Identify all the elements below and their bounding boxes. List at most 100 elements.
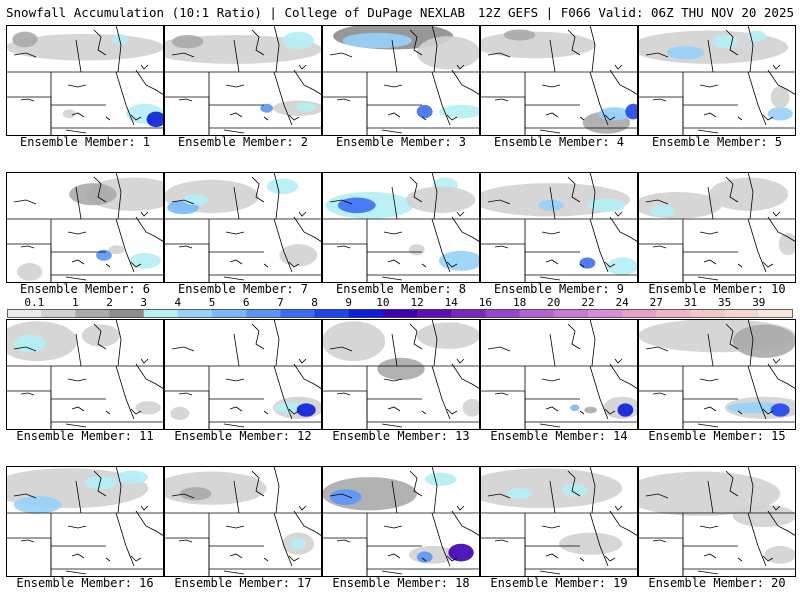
map-boundary — [288, 261, 300, 268]
panel-border — [164, 466, 322, 577]
map-boundary — [767, 69, 796, 96]
ensemble-panel-13 — [322, 319, 480, 430]
colorbar-segment — [7, 309, 42, 318]
map-boundary — [421, 116, 427, 121]
snowfall-area — [17, 263, 43, 281]
snowfall-area — [81, 324, 120, 347]
map-boundary — [391, 480, 398, 514]
snowfall-area — [506, 488, 533, 500]
map-boundary — [446, 114, 458, 121]
map-boundary — [762, 114, 774, 121]
map-boundary — [381, 570, 403, 575]
colorbar-tick: 2 — [106, 296, 113, 309]
map-boundary — [223, 276, 245, 281]
panel-border — [480, 319, 638, 430]
map-boundary — [130, 555, 142, 562]
map-boundary — [541, 231, 561, 235]
map-boundary — [431, 466, 438, 514]
colorbar-tick: 9 — [345, 296, 353, 309]
map-boundary — [703, 259, 717, 265]
map-boundary — [233, 186, 240, 220]
colorbar-segment — [519, 309, 555, 318]
snowfall-map-6 — [6, 172, 164, 283]
snowfall-area — [416, 551, 433, 563]
map-boundary — [767, 510, 796, 537]
snowfall-area — [579, 257, 596, 269]
map-boundary — [115, 172, 122, 220]
map-boundary — [391, 186, 398, 220]
map-boundary — [589, 25, 596, 73]
map-boundary — [772, 211, 781, 217]
map-boundary — [293, 216, 322, 243]
colorbar-segment — [553, 309, 589, 318]
map-boundary — [273, 71, 293, 126]
map-boundary — [229, 553, 243, 559]
map-boundary — [539, 423, 561, 428]
member-label: Ensemble Member: 12 — [174, 429, 312, 443]
member-label: Ensemble Member: 6 — [19, 282, 151, 296]
snowfall-map-15 — [638, 319, 796, 430]
snowfall-area — [448, 543, 474, 562]
snowfall-area — [764, 545, 796, 564]
ensemble-panel-9 — [480, 172, 638, 283]
map-boundary — [725, 176, 739, 203]
panel-border — [164, 172, 322, 283]
snowfall-area — [770, 86, 790, 109]
snowfall-map-3 — [322, 25, 480, 136]
map-boundary — [767, 216, 796, 243]
colorbar-tick: 20 — [547, 296, 561, 309]
map-boundary — [225, 231, 245, 235]
map-boundary — [614, 64, 623, 70]
ensemble-panel-1 — [6, 25, 164, 136]
map-boundary — [539, 129, 561, 134]
map-boundary — [20, 98, 35, 102]
map-boundary — [699, 231, 719, 235]
snowfall-map-17 — [164, 466, 322, 577]
map-boundary — [65, 570, 87, 575]
snowfall-area — [13, 495, 62, 514]
map-boundary — [451, 510, 480, 537]
member-label: Ensemble Member: 3 — [335, 135, 467, 149]
map-boundary — [391, 39, 398, 73]
map-boundary — [762, 408, 774, 415]
map-boundary — [65, 129, 87, 134]
map-boundary — [329, 52, 353, 58]
snowfall-map-8 — [322, 172, 480, 283]
map-boundary — [645, 346, 669, 352]
map-boundary — [288, 114, 300, 121]
map-boundary — [223, 423, 245, 428]
snowfall-area — [12, 31, 38, 48]
ensemble-panel-12 — [164, 319, 322, 430]
panel-border — [322, 172, 480, 283]
map-boundary — [115, 512, 135, 567]
map-boundary — [93, 323, 107, 350]
map-boundary — [229, 259, 243, 265]
map-boundary — [135, 363, 164, 390]
map-boundary — [707, 480, 714, 514]
map-boundary — [288, 555, 300, 562]
colorbar-segment — [758, 309, 793, 318]
map-boundary — [737, 410, 743, 415]
map-boundary — [409, 176, 423, 203]
ensemble-panel-6 — [6, 172, 164, 283]
map-boundary — [456, 358, 465, 364]
map-boundary — [67, 525, 87, 529]
map-boundary — [273, 172, 280, 220]
map-boundary — [421, 263, 427, 268]
colorbar — [7, 309, 793, 318]
map-boundary — [703, 112, 717, 118]
ensemble-panel-5 — [638, 25, 796, 136]
map-boundary — [645, 199, 669, 205]
map-boundary — [115, 466, 122, 514]
map-boundary — [431, 365, 451, 420]
snowfall-area — [606, 257, 638, 276]
member-label: Ensemble Member: 20 — [648, 576, 786, 590]
panel-border — [480, 466, 638, 577]
map-boundary — [130, 408, 142, 415]
map-boundary — [140, 64, 149, 70]
map-boundary — [263, 410, 269, 415]
snowfall-area — [587, 198, 626, 212]
colorbar-tick: 35 — [718, 296, 732, 309]
ensemble-panel-16 — [6, 466, 164, 577]
map-boundary — [589, 365, 609, 420]
